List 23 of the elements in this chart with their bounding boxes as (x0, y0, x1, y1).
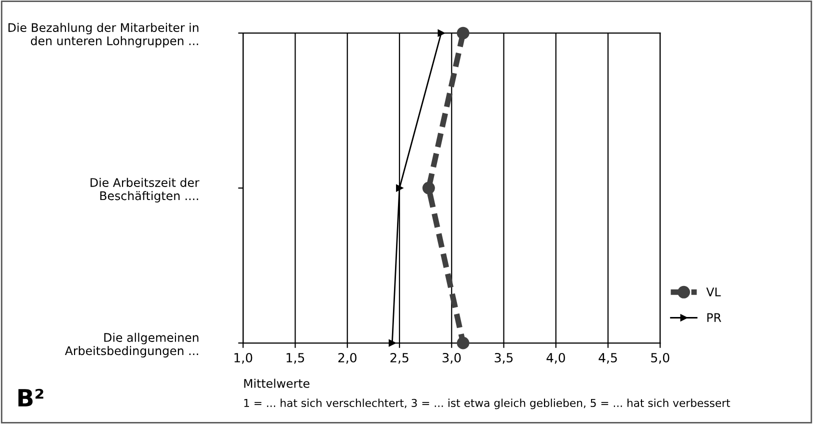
point (388, 340, 396, 346)
legend-label: PR (707, 313, 722, 322)
point (456, 26, 470, 40)
x-tick-label: 2,5 (390, 352, 408, 364)
text: B² (18, 388, 44, 406)
point (422, 182, 435, 194)
x-axis-title: Mittelwerte (244, 378, 310, 388)
x-tick-label: 1,5 (286, 353, 304, 364)
y-tick-label: Die allgemeinen Arbeitsbedingungen ... (64, 332, 198, 358)
point (438, 30, 445, 37)
x-tick-label: 1,0 (234, 352, 252, 364)
text: 1 = ... hat sich verschlechtert, 3 = ... ist etwa gleich geblieben, 5 = ... hat sich verbessert (244, 398, 730, 410)
point (396, 184, 403, 192)
legend-label: VL (706, 288, 721, 296)
x-tick-label: 4,5 (598, 353, 617, 364)
y-tick-label: Die Bezahlung der Mitarbeiter in den unteren Lohngruppen ... (8, 22, 198, 48)
x-tick-label: 5,0 (651, 352, 670, 364)
x-tick-label: 3,0 (442, 352, 461, 364)
x-tick-label: 3,5 (494, 352, 513, 364)
y-tick-label: Die Arbeitszeit der Beschäftigten .... (90, 178, 200, 202)
x-tick-label: 2,0 (338, 352, 356, 364)
point (456, 336, 470, 350)
x-tick-label: 4,0 (546, 352, 565, 364)
